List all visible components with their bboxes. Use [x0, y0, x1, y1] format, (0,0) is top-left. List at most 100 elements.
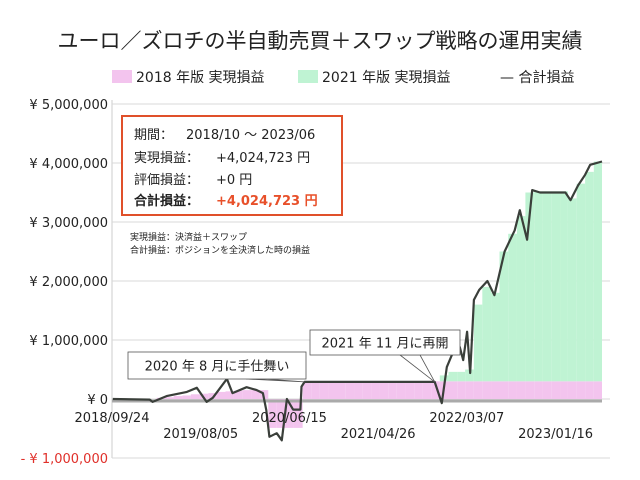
bar-2018 — [567, 381, 577, 399]
bar-2018 — [551, 381, 561, 399]
bar-2018 — [233, 390, 243, 399]
summary-box: 期間： 2018/10 ～ 2023/06 実現損益： +4,024,723 円… — [121, 115, 343, 216]
legend-swatch-2021 — [298, 70, 318, 83]
y-tick-label: ¥ 3,000,000 — [29, 216, 108, 231]
bar-2018 — [354, 381, 363, 399]
legend-label-total: — 合計損益 — [500, 70, 574, 86]
x-tick-label: 2023/01/16 — [518, 427, 593, 442]
bar-2018 — [216, 391, 226, 399]
annotation-box — [309, 329, 461, 356]
x-tick-label: 2019/08/05 — [163, 427, 238, 442]
legend-swatch-2018 — [112, 70, 132, 83]
bar-2021 — [499, 251, 509, 382]
bar-2018 — [414, 381, 423, 399]
x-tick-label: 2018/09/24 — [75, 411, 150, 426]
bar-2018 — [560, 381, 568, 399]
annotation-pointer — [398, 354, 436, 383]
bar-2021 — [457, 371, 466, 382]
y-tick-label: ¥ 0 — [87, 393, 108, 408]
legend-label-2021: 2021 年版 実現損益 — [322, 70, 451, 86]
bar-2018 — [345, 381, 355, 399]
total-value: +4,024,723 円 — [216, 194, 318, 209]
bar-2018 — [448, 381, 458, 399]
x-tick-label: 2020/06/15 — [252, 411, 327, 426]
bar-2021 — [491, 292, 500, 382]
total-label: 合計損益： — [134, 193, 199, 209]
y-tick-label: ¥ 5,000,000 — [29, 98, 108, 113]
bar-2018 — [285, 399, 294, 428]
bar-2021 — [585, 171, 594, 382]
bar-2018 — [293, 399, 303, 428]
legend-label-2018: 2018 年版 実現損益 — [136, 70, 265, 86]
bar-2021 — [525, 192, 535, 382]
annotation-text: 2020 年 8 月に手仕舞い — [145, 360, 290, 375]
bar-2018 — [576, 381, 586, 399]
bar-2018 — [396, 381, 406, 399]
bar-2021 — [473, 304, 483, 382]
bar-2018 — [542, 381, 552, 399]
bar-2018 — [388, 381, 397, 399]
bar-2021 — [482, 286, 492, 382]
bar-2021 — [593, 161, 602, 382]
bar-2018 — [328, 381, 338, 399]
annotation-pointer — [245, 378, 305, 383]
bar-2018 — [337, 381, 346, 399]
bar-2018 — [525, 381, 535, 399]
unrealized-label: 評価損益： — [134, 173, 199, 188]
bar-2021 — [465, 369, 474, 382]
bar-2021 — [516, 216, 526, 382]
y-tick-label: ¥ 4,000,000 — [29, 157, 108, 172]
bar-2018 — [190, 394, 200, 399]
bar-2018 — [362, 381, 372, 399]
bar-2018 — [516, 381, 526, 399]
bar-2018 — [208, 393, 217, 399]
bar-2018 — [268, 399, 277, 428]
bar-2018 — [379, 381, 389, 399]
bar-2018 — [508, 381, 517, 399]
bar-2018 — [225, 391, 234, 399]
x-tick-label: 2021/04/26 — [341, 427, 416, 442]
bar-2018 — [482, 381, 492, 399]
bar-2018 — [491, 381, 500, 399]
y-tick-label: ¥ 1,000,000 — [29, 334, 108, 349]
realized-value: +4,024,723 円 — [216, 151, 310, 166]
bar-2018 — [251, 390, 260, 399]
y-tick-label: ¥ 2,000,000 — [29, 275, 108, 290]
chart-title: ユーロ／ズロチの半自動売買＋スワップ戦略の運用実績 — [58, 29, 583, 53]
bar-2021 — [534, 191, 543, 382]
realized-label: 実現損益： — [134, 150, 199, 166]
bar-2018 — [319, 381, 329, 399]
annotation-box — [127, 351, 307, 380]
period-label: 期間： — [134, 128, 173, 143]
bar-2018 — [165, 397, 174, 399]
bar-2021 — [576, 183, 586, 382]
bar-2018 — [276, 399, 286, 428]
bar-2021 — [560, 191, 568, 382]
note-realized: 実現損益：決済益＋スワップ — [130, 231, 247, 243]
unrealized-value: +0 円 — [216, 173, 252, 188]
legend: 2018 年版 実現損益 2021 年版 実現損益 — 合計損益 — [112, 70, 574, 86]
y-tick-label: - ¥ 1,000,000 — [21, 452, 108, 467]
bar-2018 — [173, 396, 183, 399]
bar-2018 — [499, 381, 509, 399]
bar-2018 — [302, 381, 312, 399]
bar-2018 — [593, 381, 602, 399]
note-total: 合計損益：ポジションを全決済した時の損益 — [130, 244, 310, 256]
bar-2018 — [405, 381, 415, 399]
bar-2021 — [448, 371, 458, 382]
bar-2021 — [542, 191, 552, 382]
x-tick-label: 2022/03/07 — [429, 411, 504, 426]
bar-2018 — [534, 381, 543, 399]
period-value: 2018/10 ～ 2023/06 — [186, 128, 315, 143]
bar-2021 — [508, 233, 517, 382]
bar-2018 — [371, 381, 380, 399]
bar-2018 — [422, 381, 432, 399]
total-line — [112, 160, 603, 442]
bar-2018 — [465, 381, 474, 399]
bar-2018 — [473, 381, 483, 399]
bar-2018 — [585, 381, 594, 399]
bar-2018 — [431, 381, 440, 399]
bar-2018 — [457, 381, 466, 399]
bar-2018 — [182, 395, 191, 399]
